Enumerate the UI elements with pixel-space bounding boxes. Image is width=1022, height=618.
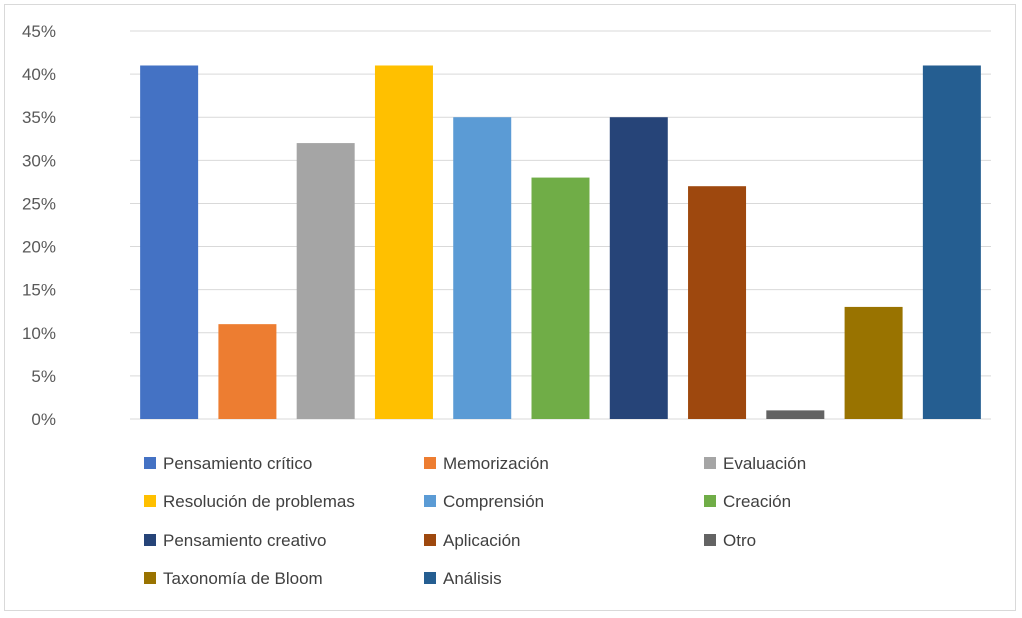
- legend-label: Análisis: [443, 569, 502, 588]
- legend-label: Resolución de problemas: [163, 492, 355, 511]
- bar-6: [531, 177, 590, 419]
- legend-swatch: [144, 534, 156, 546]
- bars: [140, 65, 981, 420]
- legend-label: Comprensión: [443, 492, 544, 511]
- legend-label: Memorización: [443, 454, 549, 473]
- bar-9: [766, 410, 825, 419]
- legend-label: Aplicación: [443, 531, 521, 550]
- y-tick-label: 25%: [22, 194, 56, 213]
- legend-label: Pensamiento creativo: [163, 531, 326, 550]
- legend-swatch: [704, 534, 716, 546]
- legend-swatch: [424, 534, 436, 546]
- legend-label: Creación: [723, 492, 791, 511]
- bar-5: [453, 117, 512, 419]
- bar-2: [218, 324, 277, 419]
- y-axis-tick-labels: 0% 5% 10% 15% 20% 25% 30% 35% 40% 45%: [22, 22, 56, 429]
- y-tick-label: 0%: [31, 410, 56, 429]
- y-tick-label: 35%: [22, 108, 56, 127]
- bar-4: [374, 65, 433, 419]
- y-tick-label: 45%: [22, 22, 56, 41]
- legend-swatch: [424, 495, 436, 507]
- bar-11: [922, 65, 981, 419]
- y-tick-label: 10%: [22, 324, 56, 343]
- bar-7: [609, 117, 668, 419]
- legend-swatch: [144, 457, 156, 469]
- legend-swatch: [704, 457, 716, 469]
- legend-swatch: [424, 572, 436, 584]
- legend-swatch: [424, 457, 436, 469]
- bar-1: [140, 65, 199, 419]
- legend-swatch: [704, 495, 716, 507]
- bar-8: [688, 186, 747, 419]
- legend-swatch: [144, 495, 156, 507]
- legend: Pensamiento crítico Memorización Evaluació…: [144, 454, 806, 588]
- y-tick-label: 20%: [22, 238, 56, 257]
- bar-3: [296, 143, 355, 420]
- legend-label: Taxonomía de Bloom: [163, 569, 323, 588]
- bar-10: [844, 306, 903, 419]
- y-tick-label: 15%: [22, 281, 56, 300]
- legend-label: Otro: [723, 531, 756, 550]
- y-tick-label: 30%: [22, 151, 56, 170]
- legend-label: Pensamiento crítico: [163, 454, 312, 473]
- y-tick-label: 5%: [31, 367, 56, 386]
- legend-swatch: [144, 572, 156, 584]
- y-tick-label: 40%: [22, 65, 56, 84]
- legend-label: Evaluación: [723, 454, 806, 473]
